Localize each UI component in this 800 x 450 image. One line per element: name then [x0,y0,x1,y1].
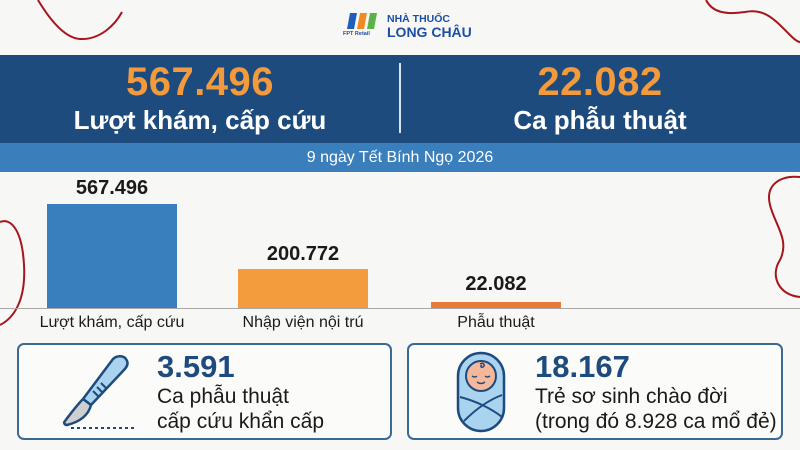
brand-partner: FPT Retail [343,31,370,37]
card-description-line2: cấp cứu khẩn cấp [157,410,324,433]
bar-inpatient [238,269,368,308]
bar-surgery [431,302,561,308]
card-value: 3.591 [157,349,235,384]
stat-card-newborns: 18.167 Trẻ sơ sinh chào đời (trong đó 8.… [407,343,783,440]
header-banner: 567.496 Lượt khám, cấp cứu 22.082 Ca phẫ… [0,55,800,143]
card-value: 18.167 [535,349,630,384]
newborn-baby-icon [456,351,506,440]
bar-value-label: 567.496 [75,177,149,199]
brand-name-line1: NHÀ THUỐC [387,13,450,26]
stat-visits-label: Lượt khám, cấp cứu [73,105,327,135]
period-subtitle: 9 ngày Tết Bính Ngọ 2026 [0,143,800,172]
bar-category-label: Phẫu thuật [457,314,535,331]
chart-baseline [405,308,800,309]
stat-card-emergency-surgery: 3.591 Ca phẫu thuật cấp cứu khẩn cấp [17,343,392,440]
stat-visits-value: 567.496 [125,60,275,104]
stat-visits: 567.496 Lượt khám, cấp cứu [0,55,400,143]
bar-value-label: 22.082 [465,273,527,295]
card-description-line2: (trong đó 8.928 ca mổ đẻ) [535,410,777,433]
bar-category-label: Nhập viện nội trú [242,314,364,331]
bar-visits [47,204,177,308]
card-description-line1: Ca phẫu thuật [157,385,289,408]
bar-value-label: 200.772 [266,243,340,265]
card-description-line1: Trẻ sơ sinh chào đời [535,385,728,408]
stat-surgeries: 22.082 Ca phẫu thuật [400,55,800,143]
bar-category-label: Lượt khám, cấp cứu [39,314,185,331]
header-divider [399,63,401,133]
fpt-logo-icon: FPT Retail [343,9,381,45]
chart-baseline [0,308,405,309]
bar-chart: 567.496 Lượt khám, cấp cứu 200.772 Nhập … [0,172,800,340]
stat-surgeries-label: Ca phẫu thuật [513,105,687,135]
stat-surgeries-value: 22.082 [537,60,663,104]
scalpel-icon [53,351,149,440]
brand-name-line2: LONG CHÂU [387,24,472,41]
brand-logo: FPT Retail NHÀ THUỐC LONG CHÂU [343,9,472,45]
